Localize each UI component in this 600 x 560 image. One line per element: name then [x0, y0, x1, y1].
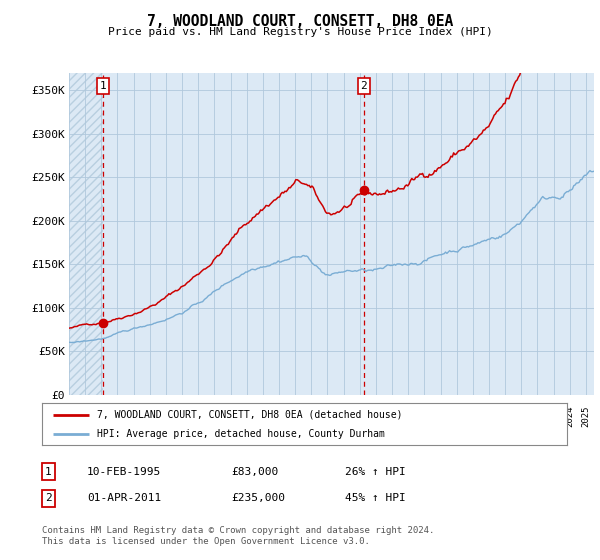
- Text: 7, WOODLAND COURT, CONSETT, DH8 0EA (detached house): 7, WOODLAND COURT, CONSETT, DH8 0EA (det…: [97, 409, 403, 419]
- Text: 2010: 2010: [339, 405, 348, 427]
- Text: 2025: 2025: [581, 405, 590, 427]
- Bar: [69, 73, 103, 395]
- Text: 2022: 2022: [533, 405, 542, 427]
- Text: 1995: 1995: [97, 405, 106, 427]
- Text: 1997: 1997: [129, 405, 138, 427]
- Text: 2020: 2020: [500, 405, 509, 427]
- Text: 2008: 2008: [307, 405, 316, 427]
- Text: 1: 1: [45, 466, 52, 477]
- Text: 1996: 1996: [113, 405, 122, 427]
- Text: 2002: 2002: [210, 405, 219, 427]
- Text: 2006: 2006: [274, 405, 283, 427]
- Text: 1: 1: [100, 81, 106, 91]
- Text: 45% ↑ HPI: 45% ↑ HPI: [345, 493, 406, 503]
- Text: 2013: 2013: [388, 405, 397, 427]
- Text: 2019: 2019: [484, 405, 493, 427]
- Text: 7, WOODLAND COURT, CONSETT, DH8 0EA: 7, WOODLAND COURT, CONSETT, DH8 0EA: [147, 14, 453, 29]
- Text: 2: 2: [361, 81, 367, 91]
- Text: 2011: 2011: [355, 405, 364, 427]
- Text: 1999: 1999: [161, 405, 170, 427]
- Text: Contains HM Land Registry data © Crown copyright and database right 2024.
This d: Contains HM Land Registry data © Crown c…: [42, 526, 434, 546]
- Text: 2023: 2023: [549, 405, 558, 427]
- Text: 2024: 2024: [565, 405, 574, 427]
- Text: 2004: 2004: [242, 405, 251, 427]
- Text: HPI: Average price, detached house, County Durham: HPI: Average price, detached house, Coun…: [97, 429, 385, 439]
- Text: 2003: 2003: [226, 405, 235, 427]
- Text: 2012: 2012: [371, 405, 380, 427]
- Text: £83,000: £83,000: [231, 466, 278, 477]
- Text: 10-FEB-1995: 10-FEB-1995: [87, 466, 161, 477]
- Text: 2007: 2007: [290, 405, 299, 427]
- Text: 2: 2: [45, 493, 52, 503]
- Text: Price paid vs. HM Land Registry's House Price Index (HPI): Price paid vs. HM Land Registry's House …: [107, 27, 493, 37]
- Text: 2018: 2018: [469, 405, 478, 427]
- Text: 2021: 2021: [517, 405, 526, 427]
- Text: 2009: 2009: [323, 405, 332, 427]
- Text: 26% ↑ HPI: 26% ↑ HPI: [345, 466, 406, 477]
- Text: 2016: 2016: [436, 405, 445, 427]
- Text: 1994: 1994: [80, 405, 89, 427]
- Text: 2014: 2014: [404, 405, 413, 427]
- Text: 1998: 1998: [145, 405, 154, 427]
- Text: 2000: 2000: [178, 405, 187, 427]
- Text: 2017: 2017: [452, 405, 461, 427]
- Text: 01-APR-2011: 01-APR-2011: [87, 493, 161, 503]
- Text: £235,000: £235,000: [231, 493, 285, 503]
- Text: 2015: 2015: [420, 405, 429, 427]
- Text: 2001: 2001: [194, 405, 203, 427]
- Text: 1993: 1993: [64, 405, 73, 427]
- Text: 2005: 2005: [259, 405, 268, 427]
